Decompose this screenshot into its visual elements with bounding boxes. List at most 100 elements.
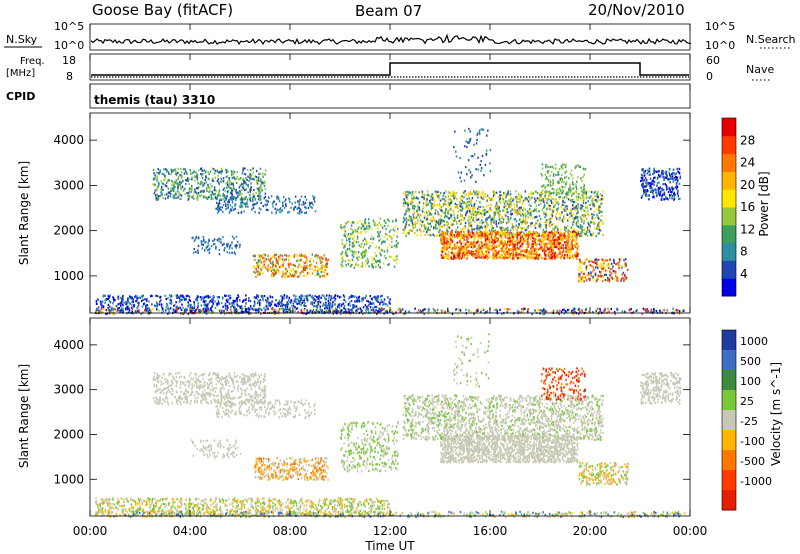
- range-cell: [538, 210, 540, 212]
- range-cell: [352, 234, 354, 236]
- range-cell: [539, 196, 541, 198]
- range-cell: [543, 207, 545, 209]
- range-cell: [450, 193, 452, 195]
- range-cell: [500, 227, 502, 229]
- range-cell: [347, 248, 349, 250]
- range-cell: [499, 191, 501, 193]
- range-cell: [354, 296, 356, 298]
- range-cell: [378, 240, 380, 242]
- range-cell: [242, 186, 244, 188]
- range-cell: [250, 308, 252, 310]
- range-cell: [553, 192, 555, 194]
- range-cell: [305, 265, 307, 267]
- range-cell: [450, 241, 452, 243]
- range-cell: [243, 202, 245, 204]
- range-cell: [255, 272, 257, 274]
- range-cell: [160, 189, 162, 191]
- range-cell: [512, 223, 513, 225]
- range-cell: [425, 225, 427, 227]
- range-cell: [481, 233, 483, 235]
- range-cell: [460, 196, 462, 198]
- range-cell: [287, 270, 289, 272]
- range-cell: [154, 190, 156, 192]
- range-cell: [552, 228, 554, 230]
- range-cell: [317, 271, 319, 273]
- range-cell: [455, 203, 457, 205]
- range-cell: [535, 222, 537, 224]
- range-cell: [564, 218, 566, 220]
- range-cell: [240, 185, 242, 187]
- range-cell: [451, 254, 453, 256]
- range-cell: [208, 186, 210, 188]
- range-cell: [357, 238, 359, 240]
- range-cell: [234, 171, 236, 173]
- range-cell: [520, 214, 522, 216]
- range-cell: [354, 235, 356, 237]
- range-cell: [181, 195, 183, 197]
- range-cell: [527, 210, 529, 212]
- range-cell: [526, 240, 528, 242]
- range-cell: [510, 229, 512, 231]
- range-cell: [554, 235, 556, 237]
- range-cell: [279, 211, 281, 213]
- range-cell: [348, 238, 350, 240]
- range-cell: [595, 199, 597, 201]
- range-cell: [504, 255, 506, 257]
- range-cell: [315, 210, 317, 212]
- range-cell: [516, 254, 518, 256]
- range-cell: [155, 305, 157, 307]
- range-cell: [499, 212, 501, 214]
- range-cell: [372, 259, 374, 261]
- range-cell: [469, 197, 471, 199]
- range-cell: [567, 208, 569, 210]
- range-cell: [218, 300, 220, 302]
- range-cell: [601, 211, 603, 213]
- range-cell: [197, 305, 199, 307]
- range-cell: [436, 191, 438, 193]
- range-cell: [509, 254, 511, 256]
- range-cell: [258, 259, 260, 261]
- range-cell: [516, 225, 518, 227]
- range-cell: [544, 236, 546, 238]
- range-cell: [268, 197, 270, 199]
- range-cell: [464, 202, 466, 204]
- range-cell: [207, 306, 209, 308]
- range-cell: [455, 257, 457, 259]
- range-cell: [465, 203, 467, 205]
- range-cell: [348, 297, 350, 299]
- range-cell: [217, 180, 219, 182]
- range-cell: [232, 170, 234, 172]
- range-cell: [279, 208, 281, 210]
- range-cell: [377, 235, 379, 237]
- range-cell: [360, 266, 362, 268]
- range-cell: [248, 297, 250, 299]
- range-cell: [373, 309, 375, 311]
- range-cell: [196, 175, 198, 177]
- range-cell: [482, 248, 484, 250]
- range-cell: [364, 243, 366, 245]
- range-cell: [510, 205, 512, 207]
- range-cell: [447, 212, 449, 214]
- range-cell: [540, 246, 542, 248]
- range-cell: [524, 252, 526, 254]
- range-cell: [531, 197, 533, 199]
- range-cell: [503, 257, 505, 259]
- range-cell: [464, 251, 466, 253]
- range-cell: [427, 215, 429, 217]
- range-cell: [259, 207, 261, 209]
- range-cell: [465, 222, 467, 224]
- range-cell: [354, 300, 356, 302]
- range-cell: [535, 238, 537, 240]
- range-cell: [587, 227, 589, 229]
- range-cell: [262, 266, 264, 268]
- range-cell: [274, 208, 276, 210]
- range-cell: [435, 226, 437, 228]
- range-cell: [209, 187, 211, 189]
- range-cell: [219, 202, 221, 204]
- range-cell: [126, 303, 128, 305]
- range-cell: [370, 303, 372, 305]
- range-cell: [96, 303, 98, 305]
- range-cell: [352, 259, 354, 261]
- range-cell: [151, 295, 153, 297]
- range-cell: [577, 197, 579, 199]
